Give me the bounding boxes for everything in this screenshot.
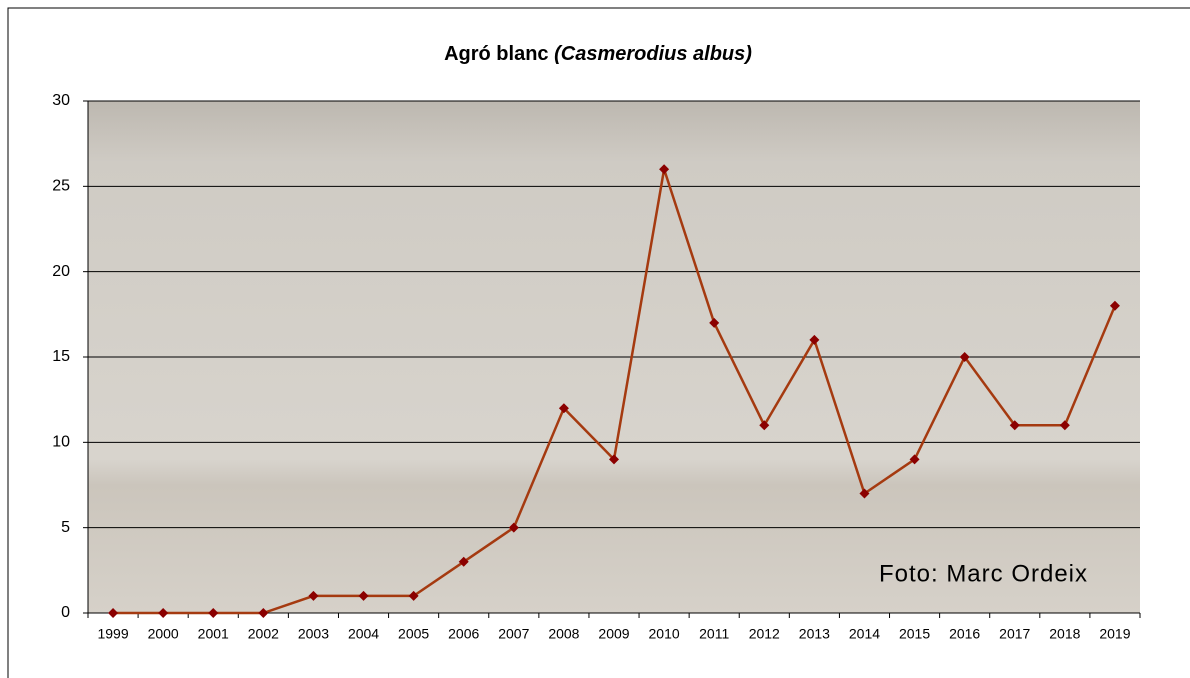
x-tick-label: 2010 <box>649 626 680 642</box>
y-tick-label: 25 <box>52 178 70 195</box>
x-tick-label: 2013 <box>799 626 830 642</box>
x-tick-label: 1999 <box>97 626 128 642</box>
x-tick-label: 2014 <box>849 626 880 642</box>
data-point <box>508 522 519 533</box>
data-point <box>158 608 169 618</box>
x-tick-label: 2016 <box>949 626 980 642</box>
chart-title: Agró blanc (Casmerodius albus) <box>444 43 752 65</box>
x-tick-label: 2008 <box>548 626 579 642</box>
data-point <box>859 488 870 499</box>
data-point <box>558 403 569 414</box>
data-point <box>208 608 219 618</box>
data-point <box>659 164 670 175</box>
x-tick-label: 2005 <box>398 626 429 642</box>
data-point <box>759 420 770 431</box>
data-point <box>1109 300 1120 311</box>
x-tick-label: 2019 <box>1099 626 1130 642</box>
x-tick-label: 2011 <box>699 626 729 642</box>
x-tick-label: 2001 <box>198 626 229 642</box>
y-tick-label: 5 <box>61 519 70 536</box>
y-tick-label: 0 <box>61 604 70 621</box>
photo-credit: Foto: Marc Ordeix <box>879 560 1088 587</box>
data-point <box>609 454 619 465</box>
y-tick-label: 30 <box>52 92 70 109</box>
y-tick-label: 20 <box>52 263 70 280</box>
data-point <box>408 590 419 601</box>
data-point <box>258 608 269 618</box>
data-point <box>709 317 720 328</box>
data-point <box>358 590 369 601</box>
x-tick-label: 2015 <box>899 626 930 642</box>
x-tick-label: 2007 <box>498 626 529 642</box>
data-point <box>1009 420 1020 431</box>
x-tick-label: 2002 <box>248 626 279 642</box>
data-point <box>959 352 970 362</box>
data-point <box>809 334 820 345</box>
y-tick-label: 10 <box>52 434 70 451</box>
data-point <box>909 454 920 465</box>
data-point <box>308 590 319 601</box>
x-tick-label: 2018 <box>1049 626 1080 642</box>
x-tick-label: 2004 <box>348 626 379 642</box>
x-tick-label: 2000 <box>148 626 179 642</box>
data-point <box>108 608 119 618</box>
data-point <box>458 556 469 567</box>
data-point <box>1059 420 1070 431</box>
y-tick-label: 15 <box>52 348 70 365</box>
x-tick-label: 2006 <box>448 626 479 642</box>
x-tick-label: 2012 <box>749 626 780 642</box>
chart-frame <box>7 7 1190 678</box>
x-tick-label: 2003 <box>298 626 329 642</box>
x-tick-label: 2017 <box>999 626 1030 642</box>
x-tick-label: 2009 <box>598 626 629 642</box>
